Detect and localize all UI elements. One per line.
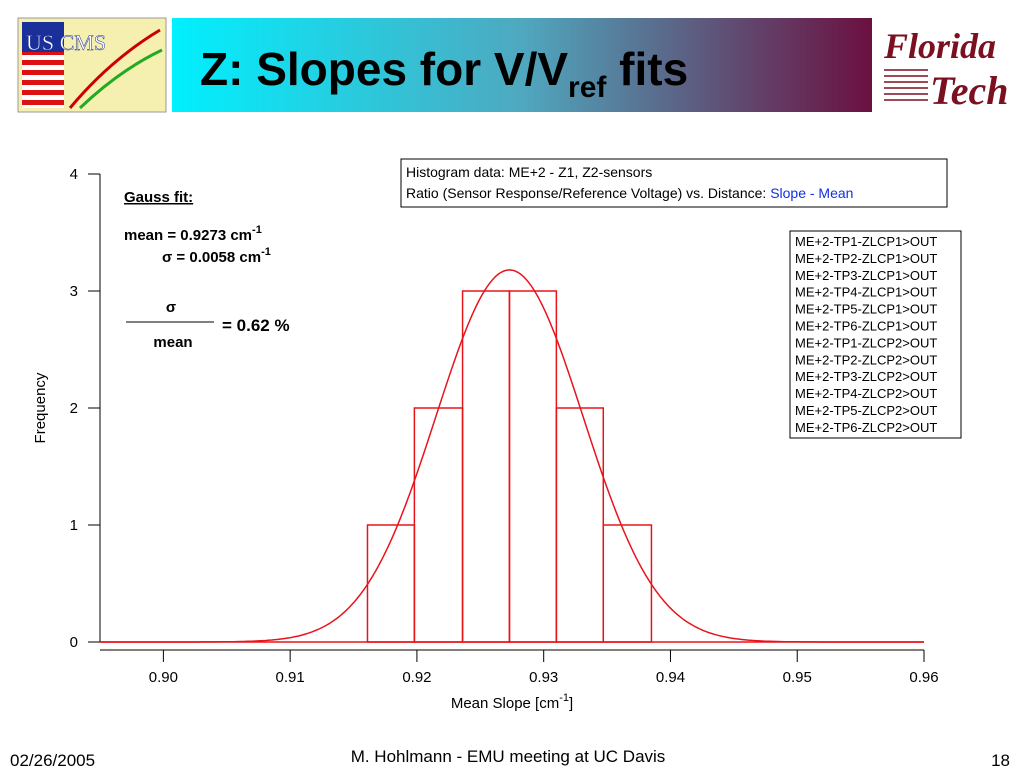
x-tick-label: 0.91 xyxy=(276,669,305,686)
fit-value: 0.0058 xyxy=(189,249,235,266)
ratio-num: σ xyxy=(166,299,176,316)
y-tick-label: 2 xyxy=(70,400,78,417)
logo-right-text1: Florida xyxy=(883,26,996,66)
title-sub: ref xyxy=(568,71,607,104)
y-tick-label: 1 xyxy=(70,517,78,534)
x-tick-label: 0.94 xyxy=(656,669,685,686)
fit-unit-sup: -1 xyxy=(252,224,262,236)
footer-date: 02/26/2005 xyxy=(10,751,95,768)
x-tick-label: 0.92 xyxy=(402,669,431,686)
ratio-den: mean xyxy=(153,334,192,351)
legend-entry: ME+2-TP1-ZLCP1>OUT xyxy=(795,234,937,249)
legend-entry: ME+2-TP6-ZLCP1>OUT xyxy=(795,319,937,334)
fit-unit: cm xyxy=(235,249,261,266)
info-line2-text: Ratio (Sensor Response/Reference Voltage… xyxy=(406,185,770,201)
x-tick-label: 0.96 xyxy=(909,669,938,686)
title-bar xyxy=(172,18,872,112)
plot: 0 1 2 3 4 0.90 0.91 0.92 0.93 0.94 0.95 0.96 Mean Sl… xyxy=(32,158,962,712)
x-tick-label: 0.90 xyxy=(149,669,178,686)
fit-line: mean = 0.9273 cm-1 xyxy=(124,224,262,244)
x-label-sup: -1 xyxy=(559,692,569,704)
gauss-fit-curve xyxy=(100,269,924,643)
legend-entry: ME+2-TP1-ZLCP2>OUT xyxy=(795,335,937,350)
fit-heading: Gauss fit: xyxy=(124,189,193,206)
y-tick-label: 4 xyxy=(70,166,78,183)
histogram-bar xyxy=(508,290,558,643)
fit-label: mean = xyxy=(124,227,180,244)
x-tick-label: 0.95 xyxy=(783,669,812,686)
histogram-bar xyxy=(366,524,416,643)
title-end: fits xyxy=(606,43,688,95)
footer-center: M. Hohlmann - EMU meeting at UC Davis xyxy=(351,747,666,766)
histogram-bar xyxy=(461,290,511,643)
legend-entry: ME+2-TP3-ZLCP1>OUT xyxy=(795,268,937,283)
legend-entry: ME+2-TP4-ZLCP2>OUT xyxy=(795,386,937,401)
logo-left: US CMS xyxy=(17,17,167,113)
y-tick-label: 3 xyxy=(70,283,78,300)
legend-entry: ME+2-TP6-ZLCP2>OUT xyxy=(795,420,937,435)
logo-left-text: US CMS xyxy=(26,30,106,55)
info-line2-blue: Slope - Mean xyxy=(770,185,853,201)
info-line1: Histogram data: ME+2 - Z1, Z2-sensors xyxy=(406,164,652,180)
legend-entry: ME+2-TP5-ZLCP2>OUT xyxy=(795,403,937,418)
info-line2: Ratio (Sensor Response/Reference Voltage… xyxy=(406,185,853,201)
y-tick-label: 0 xyxy=(70,634,78,651)
info-box xyxy=(400,158,948,208)
legend-entry: ME+2-TP4-ZLCP1>OUT xyxy=(795,285,937,300)
logo-right: Florida Tech xyxy=(880,18,1009,113)
slide-title: Z: Slopes for V/Vref fits xyxy=(200,43,688,104)
legend-entry: ME+2-TP3-ZLCP2>OUT xyxy=(795,369,937,384)
y-axis-label: Frequency xyxy=(32,372,49,443)
legend-entry: ME+2-TP5-ZLCP1>OUT xyxy=(795,302,937,317)
histogram-bar xyxy=(555,407,605,643)
x-label-main: Mean Slope [cm xyxy=(451,695,559,712)
legend-entry: ME+2-TP2-ZLCP2>OUT xyxy=(795,352,937,367)
fit-line: σ = 0.0058 cm-1 xyxy=(162,246,271,266)
fit-label: σ = xyxy=(162,249,189,266)
x-label-end: ] xyxy=(569,695,573,712)
histogram-bar xyxy=(602,524,653,643)
x-tick-label: 0.93 xyxy=(529,669,558,686)
x-axis-label: Mean Slope [cm-1] xyxy=(451,692,573,712)
histogram-bar xyxy=(413,407,464,643)
fit-unit-sup: -1 xyxy=(261,246,271,258)
legend-entry: ME+2-TP2-ZLCP1>OUT xyxy=(795,251,937,266)
ratio-value: = 0.62 % xyxy=(222,316,290,335)
title-main: Z: Slopes for V/V xyxy=(200,43,568,95)
fit-value: 0.9273 xyxy=(180,227,226,244)
logo-right-text2: Tech xyxy=(930,68,1009,113)
footer-page: 18 xyxy=(991,751,1010,768)
fit-unit: cm xyxy=(226,227,252,244)
legend-box xyxy=(789,230,962,439)
